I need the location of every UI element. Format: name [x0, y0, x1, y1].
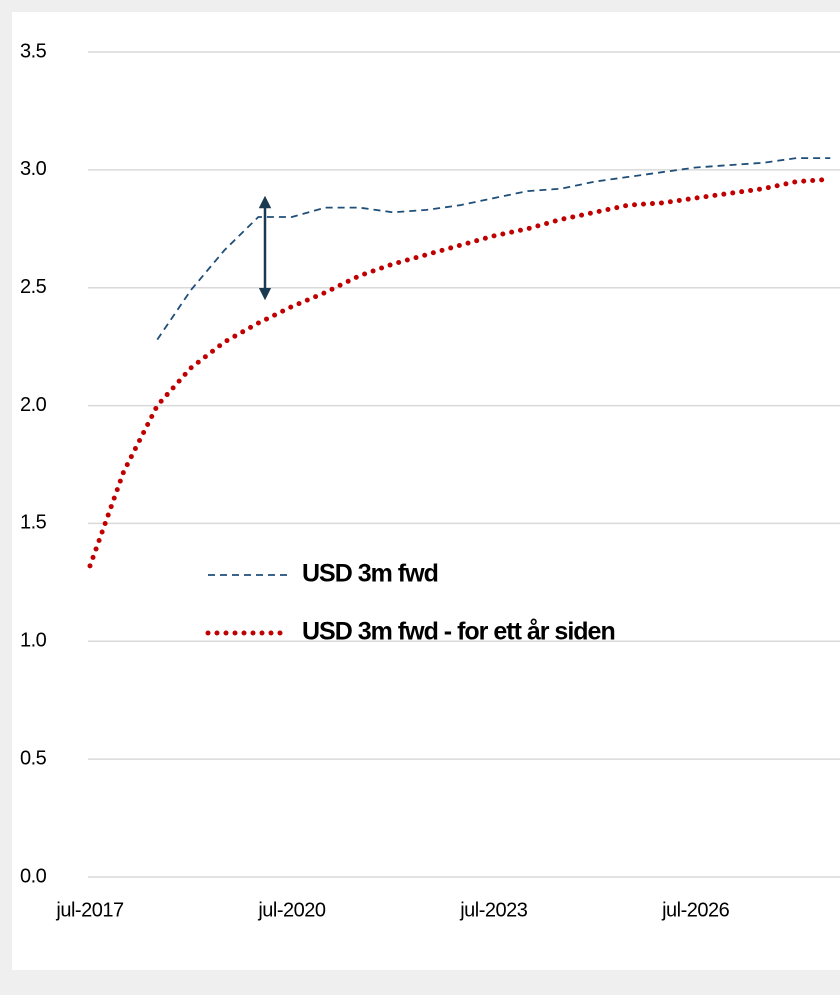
x-tick-label: jul-2026 — [661, 899, 730, 921]
y-tick-label: 1.5 — [20, 512, 47, 534]
chart-area — [12, 12, 840, 970]
x-tick-label: jul-2017 — [55, 899, 124, 921]
y-tick-label: 2.5 — [20, 276, 47, 298]
grid — [88, 51, 840, 878]
y-tick-label: 1.0 — [20, 630, 47, 652]
legend: USD 3m fwd USD 3m fwd - for ett år siden — [205, 560, 616, 646]
x-tick-label: jul-2023 — [459, 899, 528, 921]
y-tick-label: 3.0 — [20, 158, 47, 180]
y-tick-label: 2.0 — [20, 394, 47, 416]
y-tick-label: 3.5 — [20, 40, 47, 62]
y-tick-label: 0.5 — [20, 747, 47, 769]
y-tick-label: 0.0 — [20, 865, 47, 887]
x-tick-label: jul-2020 — [257, 899, 326, 921]
series-line — [87, 176, 833, 569]
legend-label: USD 3m fwd - for ett år siden — [302, 618, 615, 646]
legend-label: USD 3m fwd — [302, 560, 438, 588]
